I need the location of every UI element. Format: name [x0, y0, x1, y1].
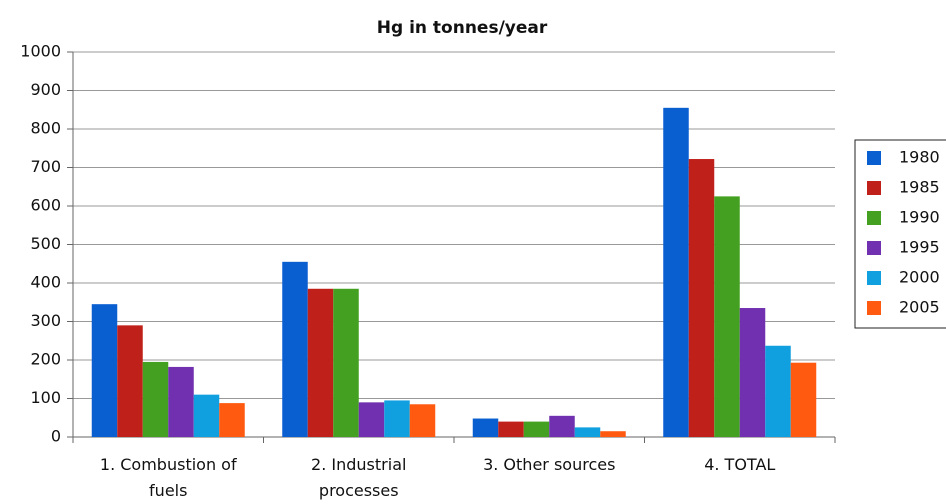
bar — [714, 196, 740, 437]
chart-title: Hg in tonnes/year — [377, 18, 548, 38]
legend-label: 2000 — [899, 268, 940, 287]
x-tick-label: 3. Other sources — [483, 455, 616, 474]
legend-label: 1995 — [899, 238, 940, 257]
y-tick-label: 400 — [30, 273, 61, 292]
legend-label: 2005 — [899, 298, 940, 317]
bar — [142, 361, 169, 437]
legend-label: 1990 — [899, 208, 940, 227]
bar — [307, 288, 334, 437]
bar — [663, 107, 689, 437]
bar — [549, 415, 575, 437]
legend-swatch — [867, 271, 881, 285]
y-tick-label: 300 — [30, 311, 61, 330]
legend-swatch — [867, 241, 881, 255]
bar — [523, 421, 550, 437]
y-tick-label: 200 — [30, 350, 61, 369]
bar — [333, 288, 359, 437]
bar — [91, 304, 118, 437]
bar — [472, 418, 499, 437]
bar — [600, 431, 626, 437]
y-tick-label: 0 — [51, 427, 61, 446]
bar — [168, 366, 194, 437]
legend-swatch — [867, 211, 881, 225]
y-tick-label: 900 — [30, 80, 61, 99]
legend-swatch — [867, 301, 881, 315]
bar — [358, 402, 385, 437]
bar — [688, 159, 715, 437]
bar — [117, 325, 143, 437]
x-tick-label: 4. TOTAL — [704, 455, 776, 474]
bar — [193, 394, 220, 437]
bar — [219, 403, 245, 437]
bar — [765, 345, 791, 437]
y-tick-label: 100 — [30, 388, 61, 407]
y-tick-label: 1000 — [20, 42, 61, 61]
bar — [409, 404, 436, 437]
legend-label: 1985 — [899, 178, 940, 197]
legend-box — [854, 139, 946, 329]
x-tick-label: 1. Combustion of fuels — [99, 455, 237, 500]
bar — [282, 261, 308, 437]
y-tick-label: 500 — [30, 234, 61, 253]
bar — [739, 308, 766, 437]
bar — [384, 400, 410, 437]
y-tick-label: 600 — [30, 196, 61, 215]
bar — [498, 421, 524, 437]
legend-swatch — [867, 151, 881, 165]
bar — [574, 427, 601, 437]
legend-label: 1980 — [899, 148, 940, 167]
bar — [790, 362, 817, 437]
legend-swatch — [867, 181, 881, 195]
y-tick-label: 800 — [30, 119, 61, 138]
x-tick-label: 2. Industrial processes — [311, 455, 407, 500]
y-tick-label: 700 — [30, 157, 61, 176]
